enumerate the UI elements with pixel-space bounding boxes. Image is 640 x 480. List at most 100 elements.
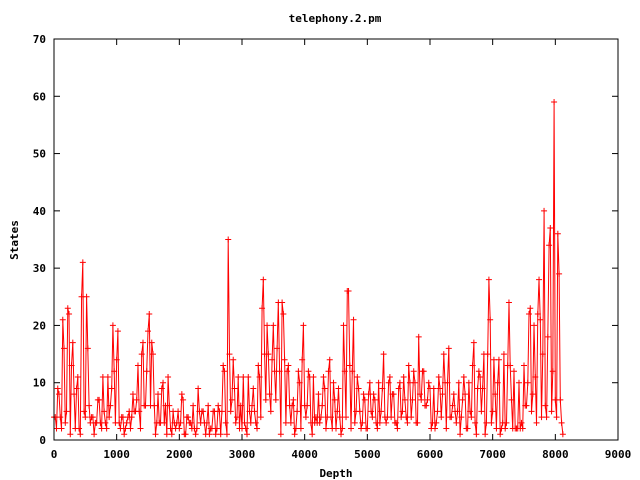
data-point-marker bbox=[556, 270, 563, 277]
data-point-marker bbox=[542, 402, 549, 409]
data-point-marker bbox=[355, 385, 362, 392]
data-point-marker bbox=[203, 419, 210, 426]
data-point-marker bbox=[450, 391, 457, 398]
data-point-marker bbox=[81, 408, 88, 415]
data-point-marker bbox=[449, 402, 456, 409]
data-point-marker bbox=[533, 419, 540, 426]
data-point-marker bbox=[250, 385, 257, 392]
y-tick-label: 20 bbox=[33, 319, 46, 332]
data-point-marker bbox=[440, 351, 447, 358]
data-point-marker bbox=[548, 408, 555, 415]
data-point-marker bbox=[122, 425, 129, 432]
data-point-marker bbox=[176, 425, 183, 432]
data-point-marker bbox=[168, 431, 175, 438]
data-point-marker bbox=[310, 373, 317, 380]
data-point-marker bbox=[109, 322, 116, 329]
data-point-marker bbox=[82, 414, 89, 421]
data-point-marker bbox=[232, 419, 239, 426]
data-point-marker bbox=[205, 402, 212, 409]
data-point-marker bbox=[395, 385, 402, 392]
data-point-marker bbox=[128, 414, 135, 421]
data-point-marker bbox=[150, 351, 157, 358]
data-point-marker bbox=[411, 379, 418, 386]
data-point-marker bbox=[260, 276, 267, 283]
data-point-marker bbox=[289, 402, 296, 409]
data-point-marker bbox=[445, 345, 452, 352]
data-point-marker bbox=[474, 385, 481, 392]
data-point-marker bbox=[71, 391, 78, 398]
data-point-marker bbox=[330, 379, 337, 386]
data-point-marker bbox=[537, 316, 544, 323]
data-point-marker bbox=[488, 419, 495, 426]
data-point-marker bbox=[408, 414, 415, 421]
data-point-marker bbox=[359, 419, 366, 426]
data-point-marker bbox=[265, 351, 272, 358]
data-point-marker bbox=[455, 379, 462, 386]
data-point-marker bbox=[274, 345, 281, 352]
data-point-marker bbox=[383, 419, 390, 426]
data-point-marker bbox=[468, 414, 475, 421]
data-point-marker bbox=[346, 362, 353, 369]
data-point-marker bbox=[538, 414, 545, 421]
data-point-marker bbox=[553, 414, 560, 421]
data-point-marker bbox=[472, 419, 479, 426]
data-point-marker bbox=[508, 396, 515, 403]
data-point-marker bbox=[208, 425, 215, 432]
data-point-marker bbox=[549, 368, 556, 375]
data-point-marker bbox=[257, 414, 264, 421]
y-axis: 0 10 20 30 40 50 60 70 bbox=[33, 33, 618, 447]
data-point-marker bbox=[256, 373, 263, 380]
data-point-marker bbox=[160, 379, 167, 386]
data-point-marker bbox=[104, 373, 111, 380]
data-point-marker bbox=[500, 351, 507, 358]
data-point-marker bbox=[558, 419, 565, 426]
data-point-marker bbox=[464, 425, 471, 432]
data-point-marker bbox=[79, 259, 86, 266]
x-axis-label: Depth bbox=[319, 467, 352, 480]
data-point-marker bbox=[134, 362, 141, 369]
data-point-marker bbox=[58, 425, 65, 432]
data-point-marker bbox=[264, 322, 271, 329]
data-point-marker bbox=[235, 373, 242, 380]
data-point-marker bbox=[410, 368, 417, 375]
data-point-marker bbox=[267, 408, 274, 415]
data-point-marker bbox=[213, 425, 220, 432]
data-point-marker bbox=[211, 408, 218, 415]
data-point-marker bbox=[244, 431, 251, 438]
data-point-marker bbox=[403, 414, 410, 421]
data-point-marker bbox=[74, 373, 81, 380]
data-point-marker bbox=[114, 328, 121, 335]
data-point-marker bbox=[59, 316, 66, 323]
data-point-marker bbox=[170, 408, 177, 415]
data-point-marker bbox=[63, 408, 70, 415]
data-point-marker bbox=[479, 385, 486, 392]
data-point-marker bbox=[414, 419, 421, 426]
data-point-marker bbox=[519, 425, 526, 432]
data-point-marker bbox=[315, 391, 322, 398]
data-point-marker bbox=[404, 419, 411, 426]
data-point-marker bbox=[195, 385, 202, 392]
data-point-marker bbox=[454, 408, 461, 415]
data-point-marker bbox=[123, 419, 130, 426]
data-point-marker bbox=[96, 396, 103, 403]
data-point-marker bbox=[138, 351, 145, 358]
data-point-marker bbox=[185, 414, 192, 421]
data-point-marker bbox=[432, 425, 439, 432]
data-point-marker bbox=[366, 379, 373, 386]
data-point-marker bbox=[227, 408, 234, 415]
data-point-marker bbox=[401, 396, 408, 403]
data-point-marker bbox=[178, 391, 185, 398]
data-point-marker bbox=[242, 425, 249, 432]
data-point-marker bbox=[136, 408, 143, 415]
x-tick-label: 5000 bbox=[354, 448, 381, 461]
data-point-marker bbox=[158, 385, 165, 392]
data-point-marker bbox=[339, 425, 346, 432]
data-point-marker bbox=[151, 402, 158, 409]
data-point-marker bbox=[102, 419, 109, 426]
y-axis-label: States bbox=[8, 220, 21, 260]
data-point-marker bbox=[316, 419, 323, 426]
data-point-marker bbox=[503, 419, 510, 426]
data-point-marker bbox=[351, 419, 358, 426]
data-point-marker bbox=[64, 305, 71, 312]
data-point-marker bbox=[103, 425, 110, 432]
